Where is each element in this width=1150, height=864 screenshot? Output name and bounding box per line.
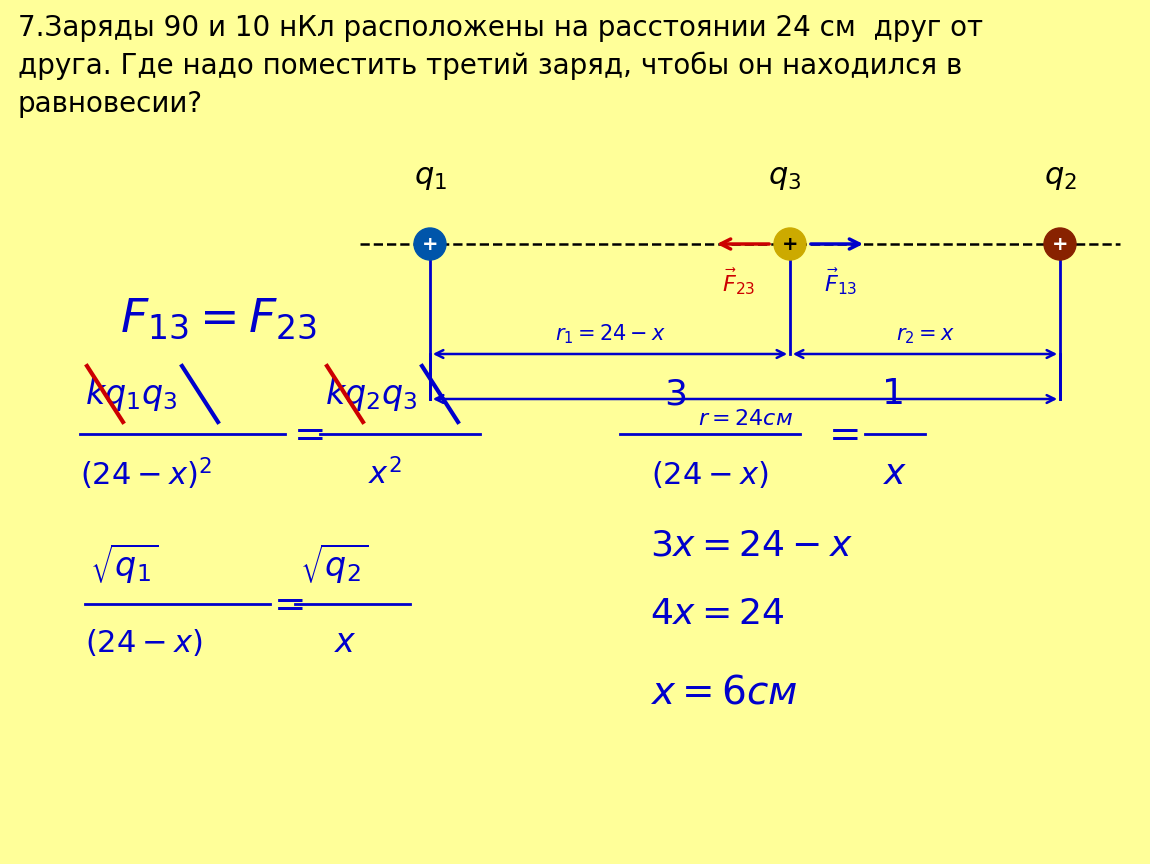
Text: 7.Заряды 90 и 10 нКл расположены на расстоянии 24 см  друг от: 7.Заряды 90 и 10 нКл расположены на расс… xyxy=(18,14,983,42)
Text: $1$: $1$ xyxy=(881,377,903,411)
Text: $q_3$: $q_3$ xyxy=(768,163,802,192)
Text: $x^{2}$: $x^{2}$ xyxy=(368,458,401,490)
Text: $r_2 = x$: $r_2 = x$ xyxy=(896,326,954,346)
Text: +: + xyxy=(422,234,438,253)
Text: +: + xyxy=(782,234,798,253)
Circle shape xyxy=(774,228,806,260)
Text: $\sqrt{q_1}$: $\sqrt{q_1}$ xyxy=(90,542,158,586)
Text: друга. Где надо поместить третий заряд, чтобы он находился в: друга. Где надо поместить третий заряд, … xyxy=(18,52,963,80)
Text: $3x = 24 - x$: $3x = 24 - x$ xyxy=(650,529,852,563)
Text: $r = 24$см: $r = 24$см xyxy=(698,409,792,429)
Text: $x$: $x$ xyxy=(883,457,907,491)
Circle shape xyxy=(1044,228,1076,260)
Text: $\left(24-x\right)^{2}$: $\left(24-x\right)^{2}$ xyxy=(81,455,212,492)
Text: $kq_2q_3$: $kq_2q_3$ xyxy=(325,376,417,412)
Text: $kq_1q_3$: $kq_1q_3$ xyxy=(85,376,177,412)
Circle shape xyxy=(414,228,446,260)
Text: $x = 6$см: $x = 6$см xyxy=(650,673,798,711)
Text: $\left(24-x\right)$: $\left(24-x\right)$ xyxy=(85,626,202,658)
Text: $x$: $x$ xyxy=(334,626,356,658)
Text: $F_{13} = F_{23}$: $F_{13} = F_{23}$ xyxy=(120,296,317,341)
Text: $q_2$: $q_2$ xyxy=(1043,163,1076,192)
Text: $=$: $=$ xyxy=(266,585,304,623)
Text: равновесии?: равновесии? xyxy=(18,90,204,118)
Text: $\vec{F}_{23}$: $\vec{F}_{23}$ xyxy=(722,266,756,297)
Text: $\vec{F}_{13}$: $\vec{F}_{13}$ xyxy=(825,266,858,297)
Text: $3$: $3$ xyxy=(664,377,687,411)
Text: $\sqrt{q_2}$: $\sqrt{q_2}$ xyxy=(300,542,368,586)
Text: $=$: $=$ xyxy=(286,415,324,453)
Text: $\left(24-x\right)$: $\left(24-x\right)$ xyxy=(651,459,768,490)
Text: $=$: $=$ xyxy=(821,415,859,453)
Text: $r_1 = 24 - x$: $r_1 = 24 - x$ xyxy=(554,322,666,346)
Text: +: + xyxy=(1052,234,1068,253)
Text: $4x = 24$: $4x = 24$ xyxy=(650,597,784,631)
Text: $q_1$: $q_1$ xyxy=(414,163,446,192)
